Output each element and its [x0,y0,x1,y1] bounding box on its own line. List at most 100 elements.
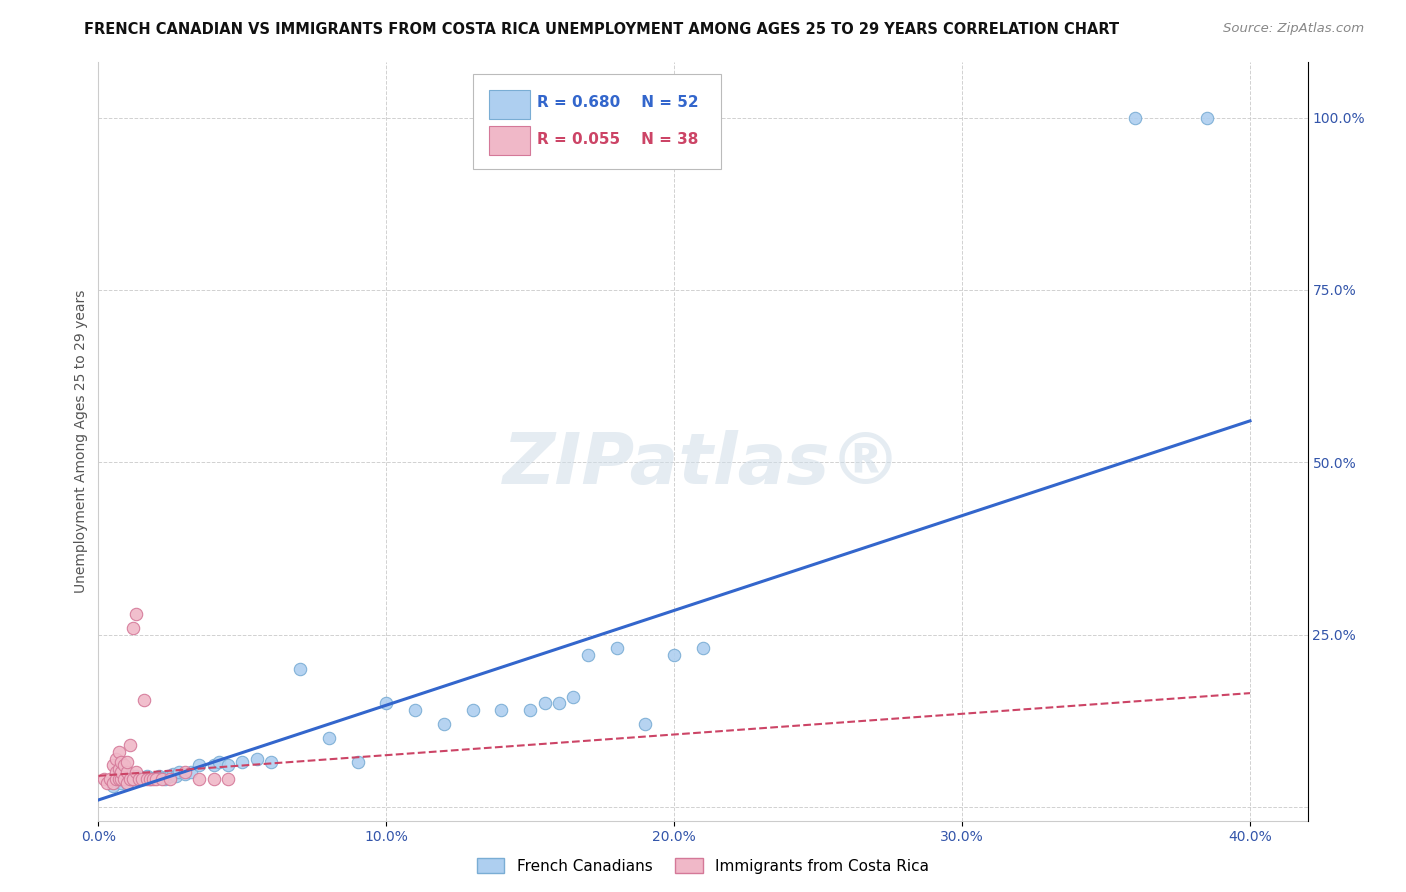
Point [120,772,142,787]
Legend: French Canadians, Immigrants from Costa Rica: French Canadians, Immigrants from Costa … [471,852,935,880]
Point [562,690,585,704]
Point [346,755,368,769]
Point [107,772,129,787]
Point [131,772,153,787]
Point [120,772,142,787]
Point [404,703,426,717]
Point [107,762,129,776]
Point [217,758,239,772]
Point [136,769,159,783]
Point [112,772,135,787]
Point [150,772,173,787]
Point [180,765,202,780]
Y-axis label: Unemployment Among Ages 25 to 29 years: Unemployment Among Ages 25 to 29 years [75,290,89,593]
Point [145,771,167,785]
Point [110,755,132,769]
Point [548,697,571,711]
Point [664,648,686,663]
Point [101,758,124,772]
Point [134,772,156,787]
Point [120,738,142,752]
Point [110,765,132,780]
Point [159,772,181,787]
Point [128,772,150,787]
Text: ZIPatlas®: ZIPatlas® [503,430,903,499]
Point [131,771,153,785]
Text: R = 0.680    N = 52: R = 0.680 N = 52 [537,95,699,110]
Point [125,765,148,780]
Point [115,776,138,790]
Point [139,772,162,787]
Point [461,703,484,717]
Point [208,755,231,769]
Point [433,717,456,731]
Point [150,771,173,785]
Point [104,751,127,765]
Point [101,776,124,790]
Point [202,758,225,772]
Point [115,776,138,790]
FancyBboxPatch shape [474,74,721,169]
Point [104,765,127,780]
Point [115,755,138,769]
Point [156,769,179,783]
Point [115,769,138,783]
Point [375,697,398,711]
Point [96,776,118,790]
Point [1123,111,1146,125]
Point [173,765,195,780]
Point [519,703,541,717]
Point [145,772,167,787]
Point [576,648,599,663]
Point [162,766,184,780]
Point [122,621,145,635]
Point [134,693,156,707]
Point [260,755,283,769]
Text: Source: ZipAtlas.com: Source: ZipAtlas.com [1223,22,1364,36]
Point [188,772,211,787]
Point [692,641,714,656]
Point [188,758,211,772]
Point [634,717,657,731]
FancyBboxPatch shape [489,126,530,155]
Point [202,772,225,787]
Point [112,758,135,772]
Point [139,772,162,787]
Point [98,772,121,787]
Point [125,607,148,621]
Point [173,766,195,780]
Text: R = 0.055    N = 38: R = 0.055 N = 38 [537,132,699,147]
Point [606,641,628,656]
Point [142,771,165,785]
Point [107,745,129,759]
Point [125,769,148,783]
Point [110,772,132,787]
Point [165,769,187,783]
Point [122,772,145,787]
Point [231,755,253,769]
Point [246,751,269,765]
FancyBboxPatch shape [489,90,530,119]
Point [153,772,176,787]
Text: FRENCH CANADIAN VS IMMIGRANTS FROM COSTA RICA UNEMPLOYMENT AMONG AGES 25 TO 29 Y: FRENCH CANADIAN VS IMMIGRANTS FROM COSTA… [84,22,1119,37]
Point [112,772,135,787]
Point [128,772,150,787]
Point [288,662,311,676]
Point [167,765,190,780]
Point [104,772,127,787]
Point [110,776,132,790]
Point [107,772,129,787]
Point [1195,111,1218,125]
Point [142,772,165,787]
Point [491,703,513,717]
Point [115,765,138,780]
Point [122,772,145,787]
Point [533,697,555,711]
Point [101,779,124,793]
Point [217,772,239,787]
Point [136,772,159,787]
Point [318,731,340,745]
Point [93,772,115,787]
Point [148,769,170,783]
Point [159,769,181,783]
